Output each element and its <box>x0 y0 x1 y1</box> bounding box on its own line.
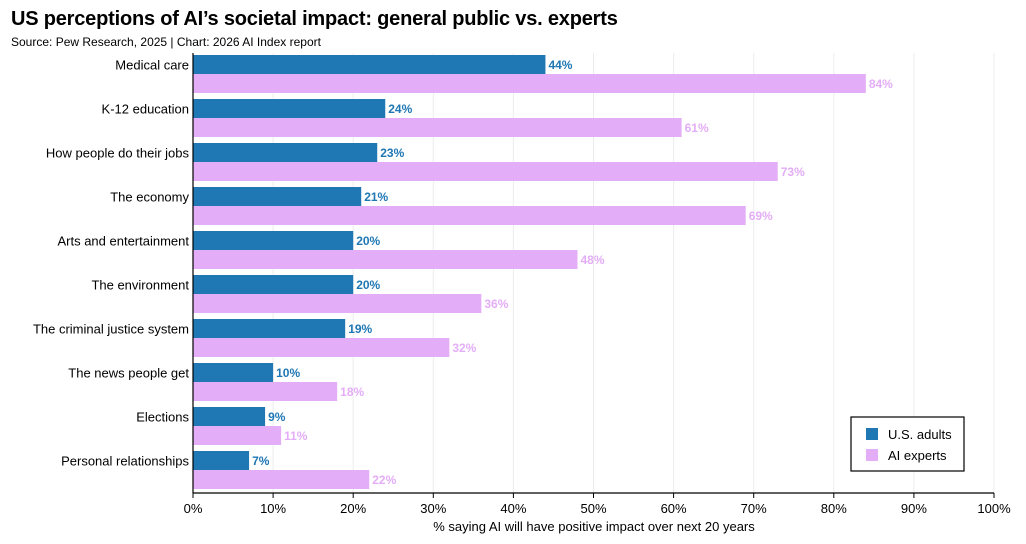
x-axis-title: % saying AI will have positive impact ov… <box>433 519 755 534</box>
legend-label-us-adults: U.S. adults <box>888 427 952 442</box>
category-label: Medical care <box>115 58 189 73</box>
data-label-u-s-adults: 23% <box>380 146 404 160</box>
bar-ai-experts-k-12-education <box>193 118 682 137</box>
bar-ai-experts-the-news-people-get <box>193 382 338 401</box>
data-label-u-s-adults: 7% <box>252 454 270 468</box>
bar-u-s-adults-the-news-people-get <box>193 363 274 382</box>
bar-ai-experts-arts-and-entertainment <box>193 250 578 269</box>
bar-ai-experts-the-criminal-justice-system <box>193 338 450 357</box>
x-tick-label: 10% <box>260 501 286 516</box>
data-labels: 44% 84% 24% 61% 23% 73% 21% 69% 20% 48% 20% 36% 19% 3… <box>252 58 893 487</box>
data-label-u-s-adults: 44% <box>548 58 572 72</box>
bar-ai-experts-elections <box>193 426 282 445</box>
data-label-ai-experts: 69% <box>749 209 773 223</box>
bars <box>193 55 866 489</box>
data-label-ai-experts: 22% <box>372 473 396 487</box>
bar-ai-experts-medical-care <box>193 74 866 93</box>
bar-ai-experts-personal-relationships <box>193 470 370 489</box>
bar-ai-experts-the-economy <box>193 206 746 225</box>
x-tick-label: 50% <box>580 501 606 516</box>
x-tick-label: 100% <box>977 501 1011 516</box>
legend-swatch-us-adults <box>866 428 878 440</box>
data-label-u-s-adults: 19% <box>348 322 372 336</box>
legend: U.S. adults AI experts <box>850 416 965 472</box>
x-tick-label: 90% <box>901 501 927 516</box>
chart-title: US perceptions of AI’s societal impact: … <box>11 8 618 30</box>
bar-u-s-adults-the-economy <box>193 187 362 206</box>
bar-u-s-adults-how-people-do-their-jobs <box>193 143 378 162</box>
legend-box <box>850 416 965 472</box>
x-tick-label: 30% <box>420 501 446 516</box>
x-tick-label: 40% <box>500 501 526 516</box>
x-axis: 0% 10% 20% 30% 40% 50% 60% 70% 80% 90% 100% <box>184 53 1011 516</box>
x-tick-label: 20% <box>340 501 366 516</box>
bar-u-s-adults-the-environment <box>193 275 354 294</box>
x-tick-label: 60% <box>661 501 687 516</box>
category-label: K-12 education <box>102 102 189 117</box>
x-tick-label: 0% <box>184 501 203 516</box>
data-label-ai-experts: 61% <box>685 121 709 135</box>
data-label-ai-experts: 32% <box>452 341 476 355</box>
bar-u-s-adults-arts-and-entertainment <box>193 231 354 250</box>
category-label: The environment <box>91 278 189 293</box>
bar-u-s-adults-elections <box>193 407 266 426</box>
category-label: How people do their jobs <box>46 146 190 161</box>
bar-ai-experts-the-environment <box>193 294 482 313</box>
category-label: The economy <box>110 190 189 205</box>
category-label: The news people get <box>68 366 189 381</box>
data-label-ai-experts: 84% <box>869 77 893 91</box>
data-label-ai-experts: 48% <box>580 253 604 267</box>
category-label: The criminal justice system <box>33 322 189 337</box>
data-label-ai-experts: 73% <box>781 165 805 179</box>
bar-ai-experts-how-people-do-their-jobs <box>193 162 778 181</box>
category-label: Elections <box>136 410 189 425</box>
bar-u-s-adults-medical-care <box>193 55 546 74</box>
x-tick-label: 70% <box>741 501 767 516</box>
data-label-ai-experts: 18% <box>340 385 364 399</box>
bar-u-s-adults-personal-relationships <box>193 451 250 470</box>
bar-u-s-adults-the-criminal-justice-system <box>193 319 346 338</box>
category-label: Personal relationships <box>61 454 189 469</box>
legend-swatch-ai-experts <box>866 449 878 461</box>
chart-subtitle: Source: Pew Research, 2025 | Chart: 2026… <box>11 35 321 49</box>
data-label-u-s-adults: 9% <box>268 410 286 424</box>
data-label-u-s-adults: 20% <box>356 234 380 248</box>
bar-u-s-adults-k-12-education <box>193 99 386 118</box>
legend-label-ai-experts: AI experts <box>888 448 947 463</box>
data-label-ai-experts: 36% <box>484 297 508 311</box>
category-label: Arts and entertainment <box>57 234 189 249</box>
data-label-u-s-adults: 21% <box>364 190 388 204</box>
data-label-u-s-adults: 10% <box>276 366 300 380</box>
data-label-u-s-adults: 20% <box>356 278 380 292</box>
data-label-ai-experts: 11% <box>284 429 308 443</box>
data-label-u-s-adults: 24% <box>388 102 412 116</box>
x-tick-label: 80% <box>821 501 847 516</box>
category-labels: Medical care K-12 education How people do … <box>33 58 190 469</box>
